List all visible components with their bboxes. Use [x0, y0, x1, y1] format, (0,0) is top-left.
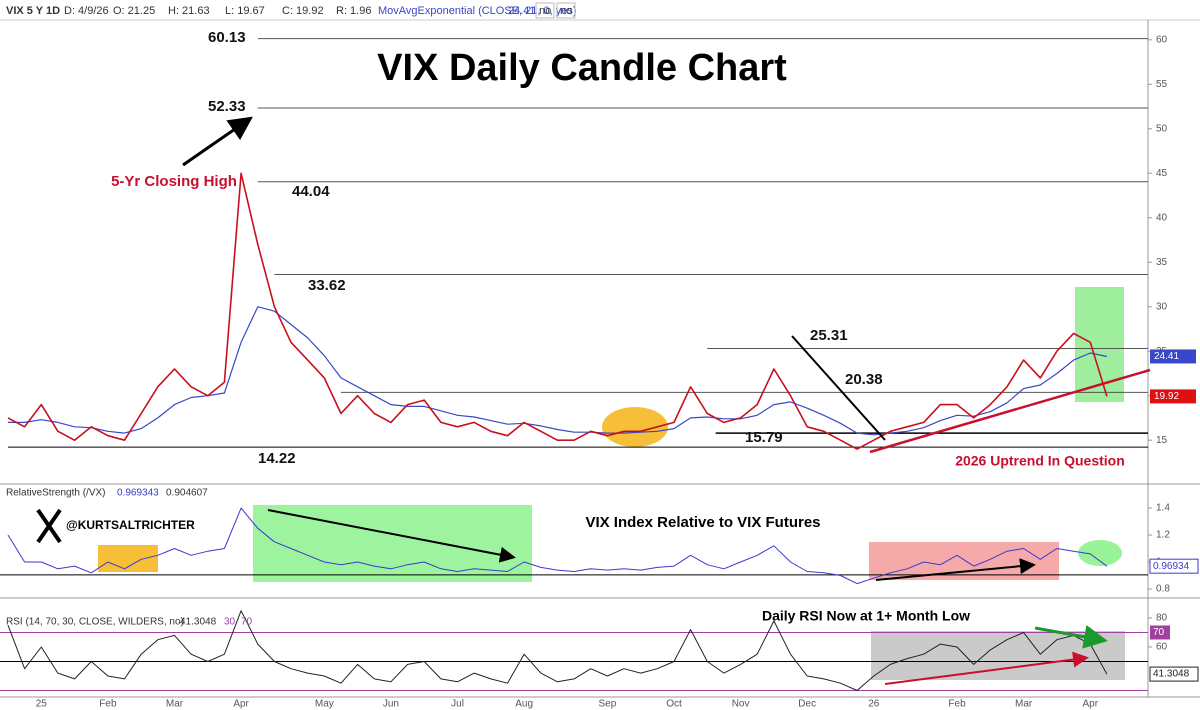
- arrow: [884, 651, 1089, 685]
- legend-ema-value: 24.41: [508, 5, 536, 17]
- price-tag: [1150, 389, 1196, 404]
- highlight-box: [869, 542, 1059, 580]
- y-tick-label: 1.2: [1156, 530, 1170, 541]
- rsi-level: 70: [241, 617, 253, 628]
- header-date: D: 4/9/26: [64, 5, 109, 17]
- x-logo: [36, 508, 62, 544]
- arrow: [182, 116, 253, 167]
- rsi-legend-value: 41.3048: [180, 617, 217, 628]
- highlight-ellipse: [1078, 540, 1122, 566]
- series-line: [8, 306, 1108, 436]
- x-tick-label: Feb: [948, 699, 966, 710]
- level-label: 14.22: [258, 450, 296, 467]
- level-label: 52.33: [208, 98, 246, 115]
- y-tick-label: 40: [1156, 212, 1168, 223]
- flag: no: [560, 5, 572, 17]
- y-tick-label: 1.4: [1156, 503, 1170, 514]
- x-tick-label: Mar: [1015, 699, 1033, 710]
- y-tick-label: 35: [1156, 257, 1168, 268]
- level-label: 15.79: [745, 429, 783, 446]
- y-tick-label: 60: [1156, 642, 1168, 653]
- level-label: 33.62: [308, 277, 346, 294]
- level-label: 25.31: [810, 327, 848, 344]
- flag: no: [539, 5, 551, 17]
- symbol: VIX 5 Y 1D: [6, 5, 60, 17]
- x-tick-label: 26: [868, 699, 880, 710]
- x-tick-label: Mar: [166, 699, 184, 710]
- header-close: C: 19.92: [282, 5, 324, 17]
- y-tick-label: 30: [1156, 301, 1168, 312]
- price-tag-label: 24.41: [1154, 351, 1179, 362]
- highlight-ellipse: [602, 407, 668, 447]
- price-tag: [1150, 349, 1196, 364]
- y-tick-label: 55: [1156, 79, 1168, 90]
- uptrend-line: [869, 368, 1151, 454]
- price-tag-label: 0.96934: [1153, 561, 1190, 572]
- arrow: [267, 509, 516, 563]
- highlight-box: [253, 505, 532, 582]
- arrow: [875, 558, 1036, 581]
- series-line: [7, 172, 1108, 450]
- price-tag: [1149, 558, 1199, 574]
- series-line: [7, 507, 1108, 585]
- x-tick-label: Nov: [732, 699, 750, 710]
- header-high: H: 21.63: [168, 5, 210, 17]
- rsi-level: 30: [224, 617, 236, 628]
- rsi-legend: RSI (14, 70, 30, CLOSE, WILDERS, no): [6, 617, 184, 628]
- chart-content: 1520253035404550556060.1352.3344.0433.62…: [0, 29, 1199, 710]
- header-range: R: 1.96: [336, 5, 371, 17]
- chart-title: VIX Daily Candle Chart: [377, 47, 787, 89]
- level-label: 44.04: [292, 183, 330, 200]
- flag-box: [535, 2, 555, 19]
- rs-legend-value: 0.969343: [117, 488, 159, 499]
- handle: @KURTSALTRICHTER: [66, 518, 195, 532]
- x-tick-label: Feb: [99, 699, 117, 710]
- x-tick-label: May: [315, 699, 334, 710]
- x-tick-label: Apr: [1082, 699, 1098, 710]
- x-tick-label: Apr: [233, 699, 249, 710]
- y-tick-label: 50: [1156, 123, 1168, 134]
- x-tick-label: 25: [36, 699, 48, 710]
- level-label: 20.38: [845, 371, 883, 388]
- panel-title: Daily RSI Now at 1+ Month Low: [762, 608, 970, 624]
- header-low: L: 19.67: [225, 5, 265, 17]
- x-tick-label: Jun: [383, 699, 399, 710]
- rs-legend: RelativeStrength (/VX): [6, 488, 106, 499]
- x-tick-label: Dec: [798, 699, 816, 710]
- x-tick-label: Jul: [451, 699, 464, 710]
- legend-ema: MovAvgExponential (CLOSE, 21, 0, yes): [378, 5, 577, 17]
- y-tick-label: 60: [1156, 34, 1168, 45]
- x-tick-label: Oct: [666, 699, 682, 710]
- highlight-box: [1075, 287, 1124, 402]
- flag-box: [556, 2, 576, 19]
- y-tick-label: 80: [1156, 613, 1168, 624]
- x-tick-label: Sep: [599, 699, 617, 710]
- annotation: 5-Yr Closing High: [111, 173, 237, 190]
- price-tag: [1149, 666, 1199, 682]
- trend-line: [791, 335, 886, 441]
- price-tag-label: 19.92: [1154, 391, 1179, 402]
- series-line: [7, 610, 1108, 691]
- level-label: 60.13: [208, 29, 246, 46]
- x-tick-label: Aug: [515, 699, 533, 710]
- header-open: O: 21.25: [113, 5, 155, 17]
- price-tag-label: 70: [1153, 627, 1165, 638]
- annotation: 2026 Uptrend In Question: [955, 453, 1125, 469]
- panel-title: VIX Index Relative to VIX Futures: [585, 514, 820, 531]
- y-tick-label: 45: [1156, 168, 1168, 179]
- y-tick-label: 15: [1156, 435, 1168, 446]
- price-tag: [1150, 625, 1170, 640]
- highlight-box: [98, 545, 158, 572]
- price-tag-label: 41.3048: [1153, 669, 1190, 680]
- rs-reference-value: 0.904607: [166, 488, 208, 499]
- arrow: [1034, 625, 1108, 649]
- y-tick-label: 0.8: [1156, 584, 1170, 595]
